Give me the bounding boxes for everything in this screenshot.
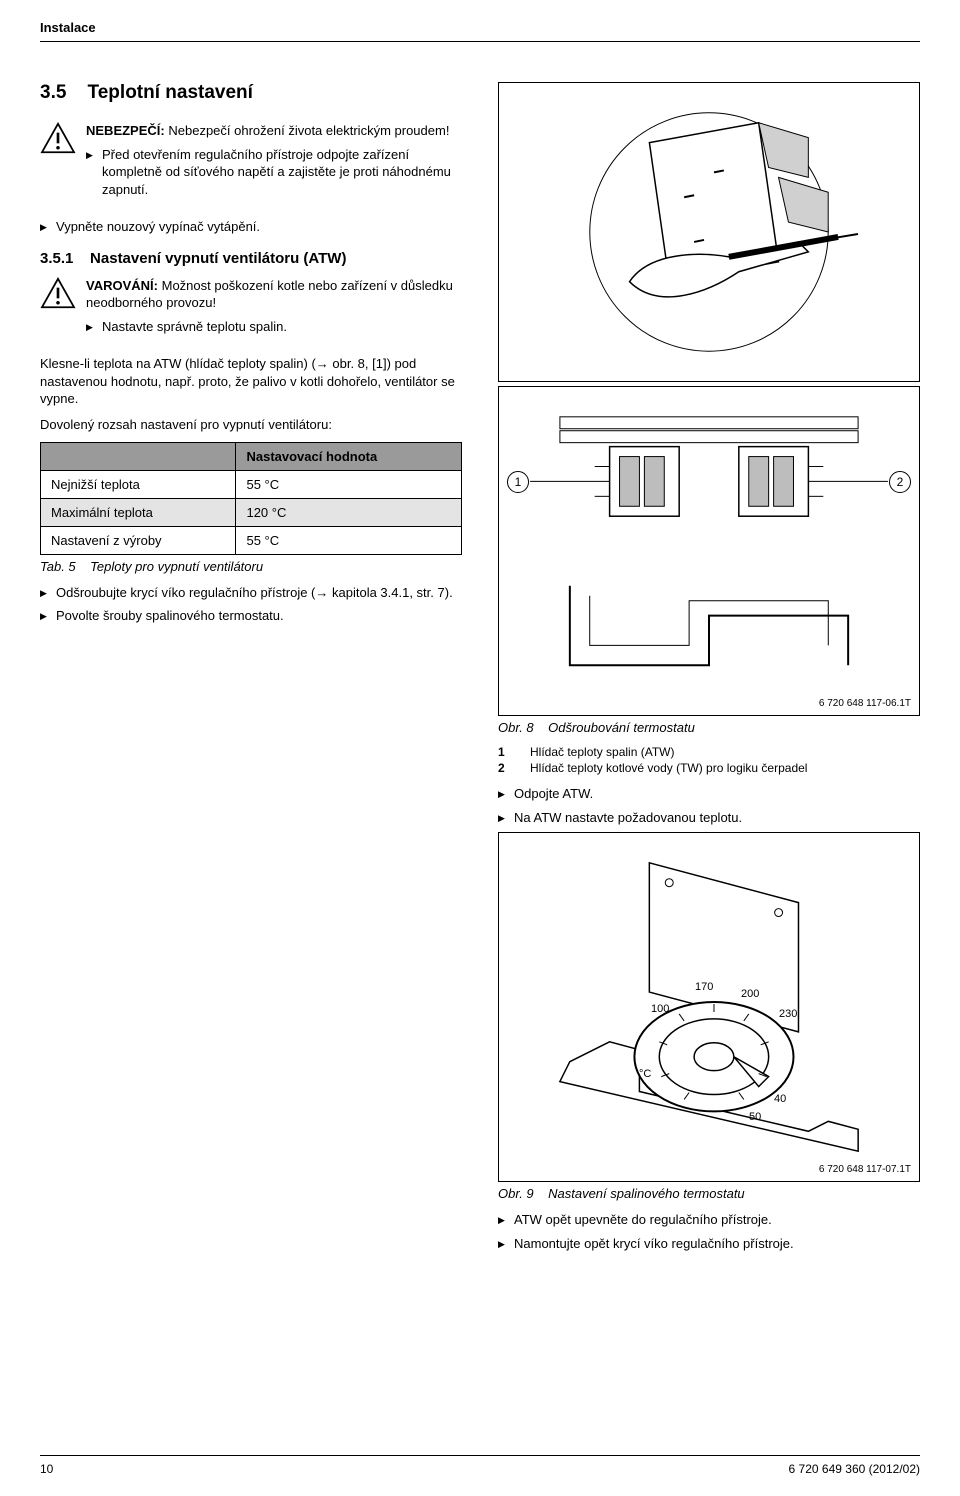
table-caption-prefix: Tab. 5 xyxy=(40,559,76,574)
figure-9: 170 200 100 230 °C 40 50 6 720 648 117-0… xyxy=(498,832,920,1182)
table-caption: Tab. 5 Teploty pro vypnutí ventilátoru xyxy=(40,559,462,574)
right-bullet: ATW opět upevněte do regulačního přístro… xyxy=(498,1211,920,1229)
figure-8b-svg xyxy=(499,387,919,715)
danger-text: NEBEZPEČÍ: Nebezpečí ohrožení života ele… xyxy=(86,122,462,140)
warning-bullet: Nastavte správně teplotu spalin. xyxy=(86,318,462,336)
callout-1: 1 xyxy=(507,471,529,493)
figure-9-caption-prefix: Obr. 9 xyxy=(498,1186,534,1201)
left-column: 3.5 Teplotní nastavení NEBEZPEČÍ: Nebezp… xyxy=(40,82,462,1258)
section-text: Teplotní nastavení xyxy=(88,82,253,103)
danger-title: NEBEZPEČÍ: xyxy=(86,123,165,138)
legend-text: Hlídač teploty kotlové vody (TW) pro log… xyxy=(530,761,807,775)
warning-title: VAROVÁNÍ: xyxy=(86,278,158,293)
table-cell-label: Nejnižší teplota xyxy=(41,470,236,498)
figure-8-legend: 1 Hlídač teploty spalin (ATW) 2 Hlídač t… xyxy=(498,745,920,775)
legend-num: 2 xyxy=(498,761,512,775)
figure-8-ref: 6 720 648 117-06.1T xyxy=(819,698,911,709)
page-footer: 10 6 720 649 360 (2012/02) xyxy=(40,1455,920,1476)
subsection-title: 3.5.1 Nastavení vypnutí ventilátoru (ATW… xyxy=(40,250,462,267)
dial-tick: 230 xyxy=(779,1008,797,1020)
figure-9-ref: 6 720 648 117-07.1T xyxy=(819,1164,911,1175)
legend-row: 1 Hlídač teploty spalin (ATW) xyxy=(498,745,920,759)
dial-tick: 170 xyxy=(695,981,713,993)
warning-triangle-icon xyxy=(40,122,76,204)
legend-text: Hlídač teploty spalin (ATW) xyxy=(530,745,675,759)
figure-9-caption-text: Nastavení spalinového termostatu xyxy=(548,1186,745,1201)
dial-tick: 50 xyxy=(749,1111,761,1123)
table-cell-value: 120 °C xyxy=(236,498,462,526)
table-cell-value: 55 °C xyxy=(236,526,462,554)
table-header-value: Nastavovací hodnota xyxy=(236,442,462,470)
figure-8-caption-text: Odšroubování termostatu xyxy=(548,720,695,735)
legend-row: 2 Hlídač teploty kotlové vody (TW) pro l… xyxy=(498,761,920,775)
warning-triangle-icon xyxy=(40,277,76,342)
figure-9-svg xyxy=(499,833,919,1181)
page-header: Instalace xyxy=(40,20,920,42)
page-number: 10 xyxy=(40,1462,53,1476)
figure-8b: 1 2 6 720 648 117-06.1T xyxy=(498,386,920,716)
subsection-text: Nastavení vypnutí ventilátoru (ATW) xyxy=(90,250,346,267)
table-caption-text: Teploty pro vypnutí ventilátoru xyxy=(90,559,263,574)
right-bullet: Odpojte ATW. xyxy=(498,785,920,803)
settings-table: Nastavovací hodnota Nejnižší teplota 55 … xyxy=(40,442,462,555)
table-row: Nejnižší teplota 55 °C xyxy=(41,470,462,498)
para-1: Klesne-li teplota na ATW (hlídač teploty… xyxy=(40,355,462,408)
subsection-number: 3.5.1 xyxy=(40,250,73,267)
page-header-title: Instalace xyxy=(40,20,96,35)
danger-bullet: Před otevřením regulačního přístroje odp… xyxy=(86,146,462,199)
legend-num: 1 xyxy=(498,745,512,759)
right-bullet: Namontujte opět krycí víko regulačního p… xyxy=(498,1235,920,1253)
figure-8a xyxy=(498,82,920,382)
section-number: 3.5 xyxy=(40,82,66,103)
figure-8-caption-prefix: Obr. 8 xyxy=(498,720,534,735)
table-cell-label: Maximální teplota xyxy=(41,498,236,526)
dial-tick: 100 xyxy=(651,1003,669,1015)
right-column: 1 2 6 720 648 117-06.1T Obr. 8 Odšroubov… xyxy=(498,82,920,1258)
table-row: Maximální teplota 120 °C xyxy=(41,498,462,526)
para-2: Dovolený rozsah nastavení pro vypnutí ve… xyxy=(40,416,462,434)
figure-9-caption: Obr. 9 Nastavení spalinového termostatu xyxy=(498,1186,920,1201)
danger-box: NEBEZPEČÍ: Nebezpečí ohrožení života ele… xyxy=(40,122,462,204)
figure-8a-svg xyxy=(499,83,919,381)
left-bullet: Povolte šrouby spalinového termostatu. xyxy=(40,607,462,625)
right-bullet: Na ATW nastavte požadovanou teplotu. xyxy=(498,809,920,827)
figure-8-caption: Obr. 8 Odšroubování termostatu xyxy=(498,720,920,735)
dial-tick: 200 xyxy=(741,988,759,1000)
warning-box: VAROVÁNÍ: Možnost poškození kotle nebo z… xyxy=(40,277,462,342)
table-cell-label: Nastavení z výroby xyxy=(41,526,236,554)
table-row: Nastavení z výroby 55 °C xyxy=(41,526,462,554)
warning-text: VAROVÁNÍ: Možnost poškození kotle nebo z… xyxy=(86,277,462,312)
step-off: Vypněte nouzový vypínač vytápění. xyxy=(40,218,462,236)
table-cell-value: 55 °C xyxy=(236,470,462,498)
left-bullet: Odšroubujte krycí víko regulačního příst… xyxy=(40,584,462,602)
dial-tick: °C xyxy=(639,1068,651,1080)
danger-body: Nebezpečí ohrožení života elektrickým pr… xyxy=(168,123,449,138)
dial-tick: 40 xyxy=(774,1093,786,1105)
section-title: 3.5 Teplotní nastavení xyxy=(40,82,462,104)
doc-number: 6 720 649 360 (2012/02) xyxy=(789,1462,920,1476)
table-header-blank xyxy=(41,442,236,470)
callout-2: 2 xyxy=(889,471,911,493)
